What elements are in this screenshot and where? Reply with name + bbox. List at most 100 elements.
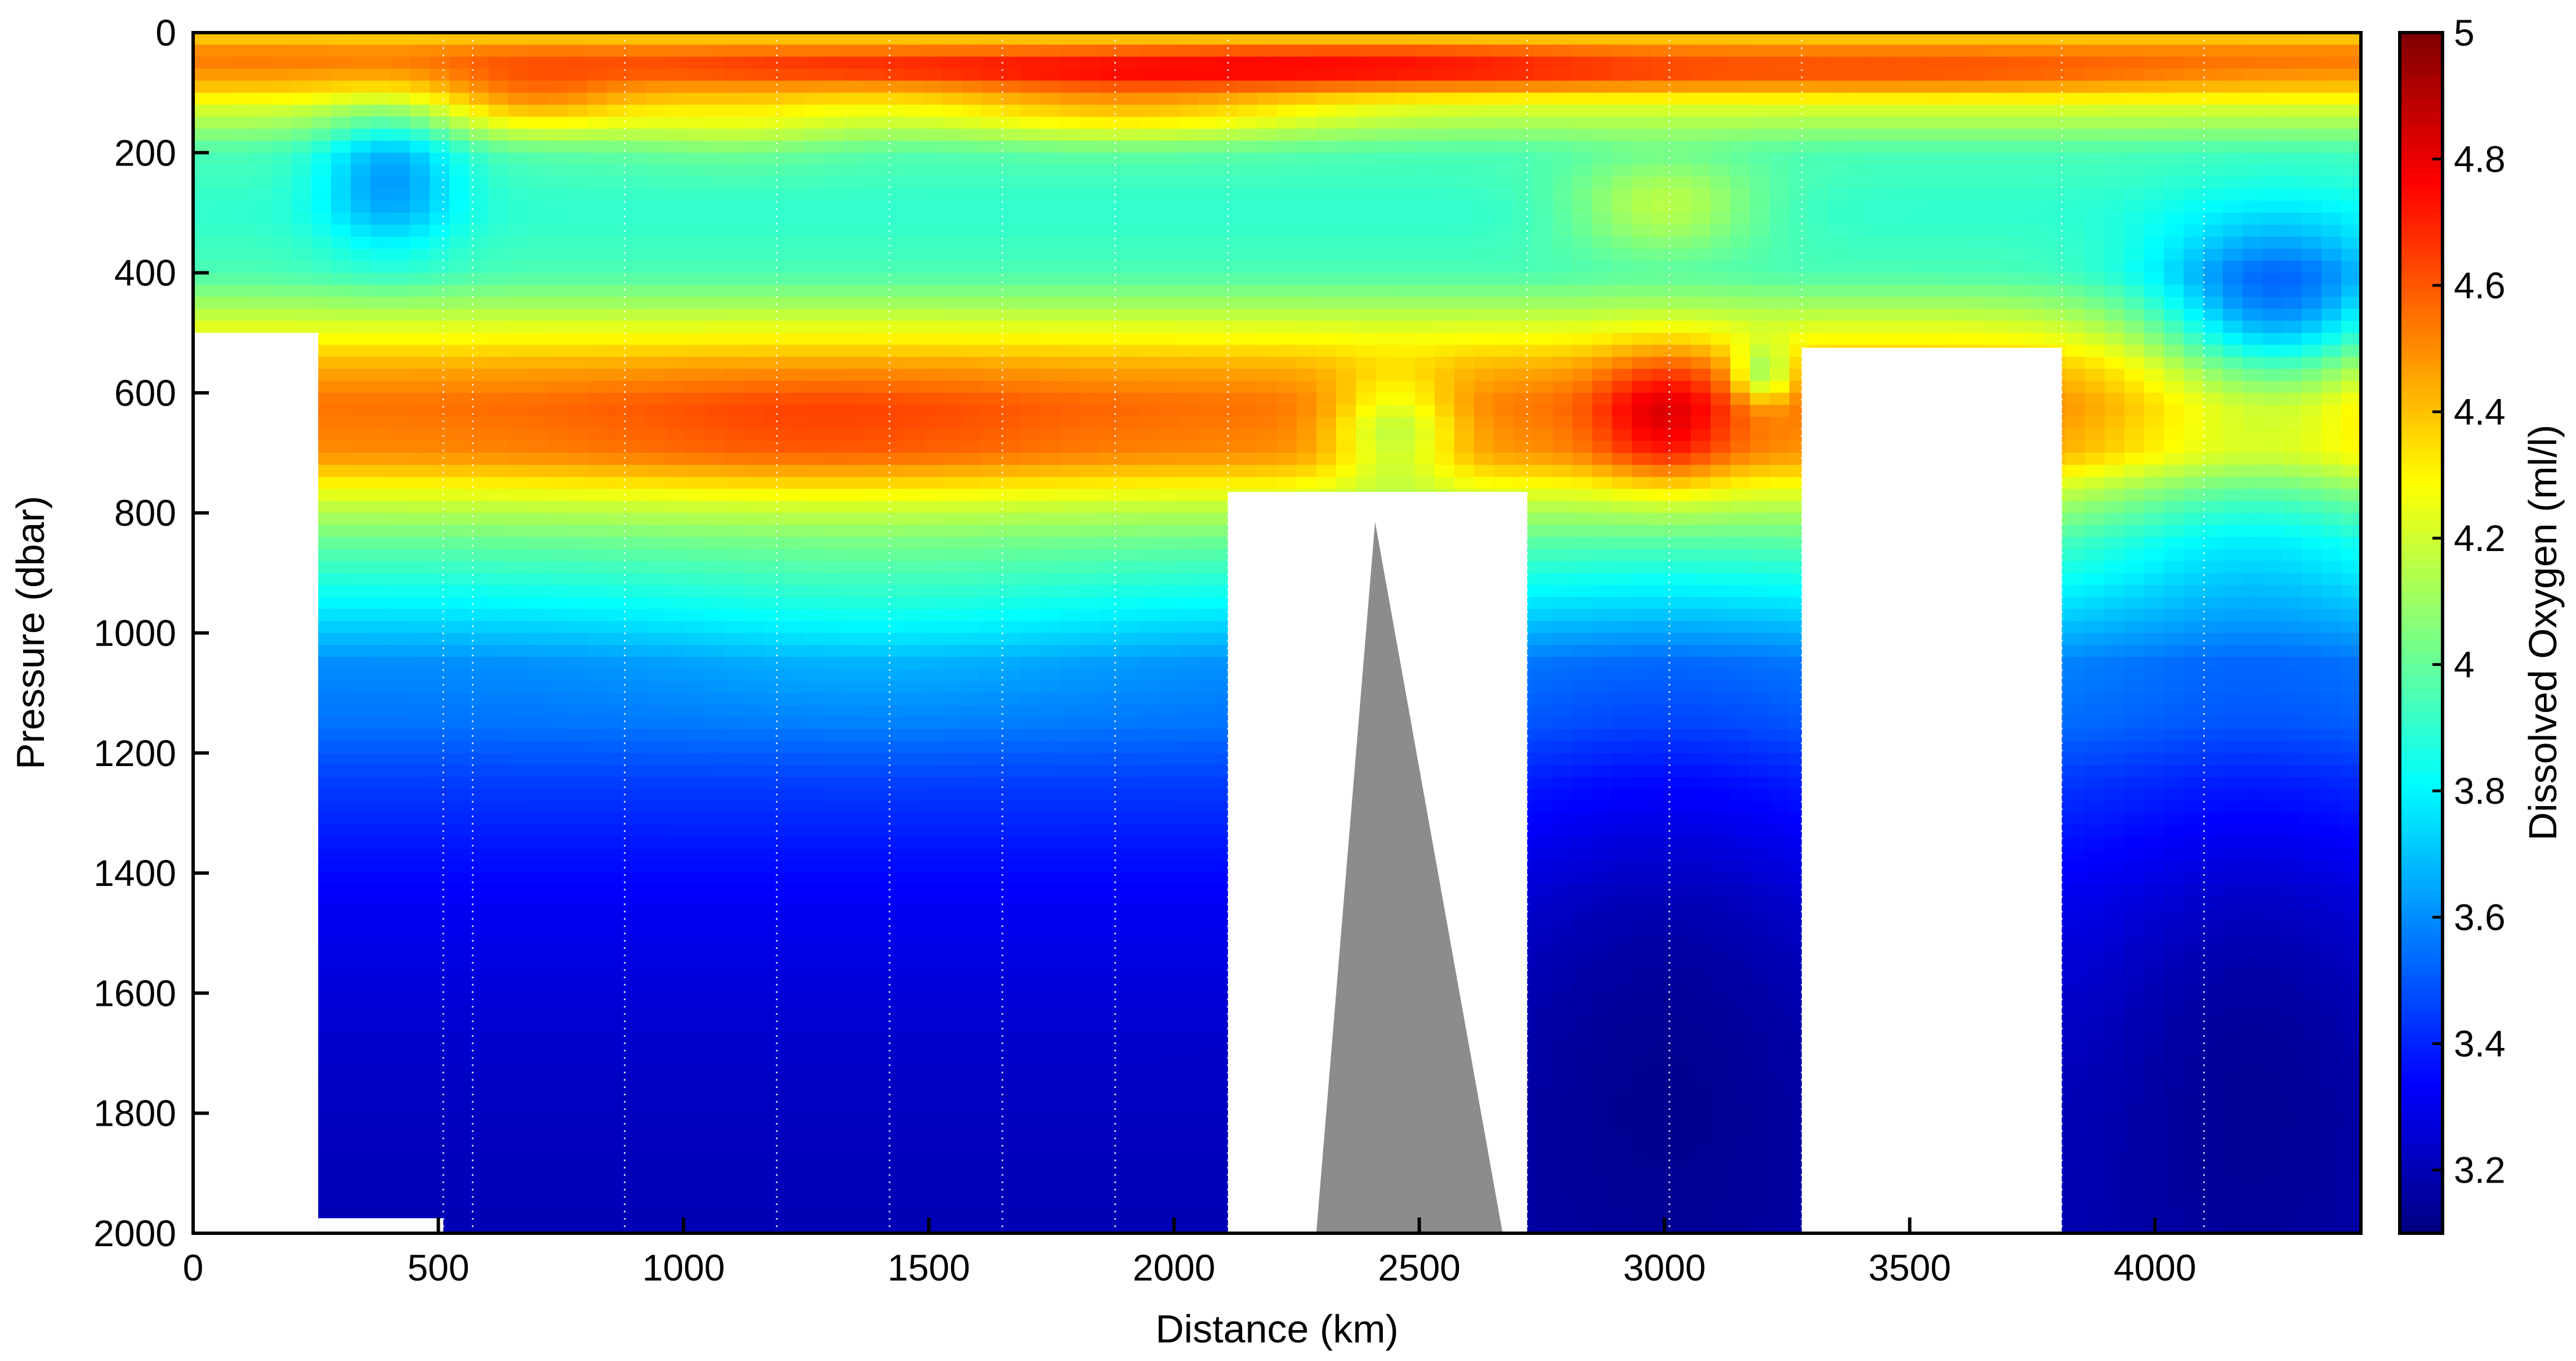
oxygen-cell <box>883 177 904 190</box>
oxygen-cell <box>2302 164 2323 178</box>
oxygen-cell <box>2321 69 2342 82</box>
oxygen-cell <box>1651 489 1672 502</box>
oxygen-cell <box>469 236 490 250</box>
oxygen-cell <box>1967 212 1988 226</box>
oxygen-cell <box>1060 417 1081 430</box>
oxygen-cell <box>1533 200 1554 214</box>
oxygen-cell <box>1415 44 1436 57</box>
oxygen-cell <box>2341 164 2361 178</box>
oxygen-cell <box>627 500 648 514</box>
oxygen-cell <box>1198 225 1219 238</box>
oxygen-cell <box>2243 236 2264 250</box>
oxygen-cell <box>1178 69 1199 82</box>
oxygen-cell <box>686 417 707 430</box>
oxygen-cell <box>627 477 648 490</box>
oxygen-cell <box>2262 153 2283 165</box>
oxygen-cell <box>351 128 372 142</box>
oxygen-cell <box>1849 200 1869 214</box>
oxygen-cell <box>1316 248 1337 262</box>
oxygen-cell <box>942 333 963 346</box>
oxygen-cell <box>1257 453 1278 465</box>
oxygen-cell <box>1139 489 1160 502</box>
oxygen-cell <box>1415 284 1436 298</box>
oxygen-cell <box>1139 80 1160 93</box>
oxygen-cell <box>922 464 943 478</box>
oxygen-cell <box>942 500 963 514</box>
oxygen-cell <box>962 417 983 430</box>
oxygen-cell <box>2184 320 2204 334</box>
oxygen-cell <box>548 380 569 394</box>
oxygen-cell <box>2164 356 2185 370</box>
oxygen-cell <box>1178 477 1199 490</box>
oxygen-cell <box>1336 128 1357 142</box>
oxygen-cell <box>745 500 766 514</box>
oxygen-cell <box>1533 477 1554 490</box>
oxygen-cell <box>2321 164 2342 178</box>
oxygen-cell <box>646 380 667 394</box>
oxygen-cell <box>1139 272 1160 286</box>
oxygen-cell <box>2124 441 2145 454</box>
oxygen-cell <box>1612 344 1633 358</box>
oxygen-cell <box>1986 212 2007 226</box>
oxygen-cell <box>804 261 825 274</box>
oxygen-cell <box>548 33 569 46</box>
oxygen-cell <box>2262 128 2283 142</box>
oxygen-cell <box>587 561 608 574</box>
oxygen-cell <box>863 392 884 406</box>
oxygen-cell <box>863 225 884 238</box>
oxygen-cell <box>489 549 510 562</box>
oxygen-cell <box>1316 117 1337 129</box>
oxygen-cell <box>1533 105 1554 118</box>
oxygen-cell <box>528 380 549 394</box>
oxygen-cell <box>2184 248 2204 262</box>
oxygen-cell <box>410 261 431 274</box>
oxygen-cell <box>1316 200 1337 214</box>
oxygen-cell <box>1809 117 1830 129</box>
oxygen-cell <box>942 561 963 574</box>
oxygen-cell <box>2243 536 2264 550</box>
oxygen-cell <box>1750 513 1771 526</box>
oxygen-cell <box>1454 236 1475 250</box>
oxygen-cell <box>430 117 450 129</box>
oxygen-cell <box>706 561 726 574</box>
oxygen-cell <box>213 284 234 298</box>
oxygen-cell <box>410 284 431 298</box>
oxygen-cell <box>1178 441 1199 454</box>
oxygen-cell <box>1021 33 1042 46</box>
oxygen-cell <box>272 297 293 310</box>
oxygen-cell <box>370 200 391 214</box>
oxygen-cell <box>1021 92 1042 106</box>
oxygen-cell <box>568 392 588 406</box>
oxygen-cell <box>863 33 884 46</box>
oxygen-cell <box>1277 392 1298 406</box>
oxygen-cell <box>2144 164 2165 178</box>
oxygen-cell <box>2124 536 2145 550</box>
oxygen-cell <box>2105 380 2126 394</box>
oxygen-cell <box>292 164 312 178</box>
oxygen-cell <box>2105 344 2126 358</box>
oxygen-cell <box>1612 417 1633 430</box>
oxygen-cell <box>2124 33 2145 46</box>
oxygen-cell <box>686 344 707 358</box>
oxygen-cell <box>2164 453 2185 465</box>
oxygen-cell <box>1711 356 1731 370</box>
oxygen-cell <box>2124 80 2145 93</box>
oxygen-cell <box>1435 297 1456 310</box>
oxygen-cell <box>1238 80 1258 93</box>
oxygen-cell <box>1947 33 1968 46</box>
oxygen-cell <box>1592 56 1613 70</box>
oxygen-cell <box>1119 284 1140 298</box>
oxygen-cell <box>686 164 707 178</box>
oxygen-cell <box>1711 308 1731 322</box>
oxygen-cell <box>1809 212 1830 226</box>
oxygen-cell <box>1553 308 1574 322</box>
oxygen-cell <box>1454 33 1475 46</box>
oxygen-cell <box>1218 477 1239 490</box>
oxygen-cell <box>2302 464 2323 478</box>
oxygen-cell <box>311 117 332 129</box>
oxygen-cell <box>1770 189 1791 202</box>
oxygen-cell <box>962 428 983 442</box>
oxygen-cell <box>804 225 825 238</box>
oxygen-cell <box>1356 177 1377 190</box>
oxygen-cell <box>548 105 569 118</box>
